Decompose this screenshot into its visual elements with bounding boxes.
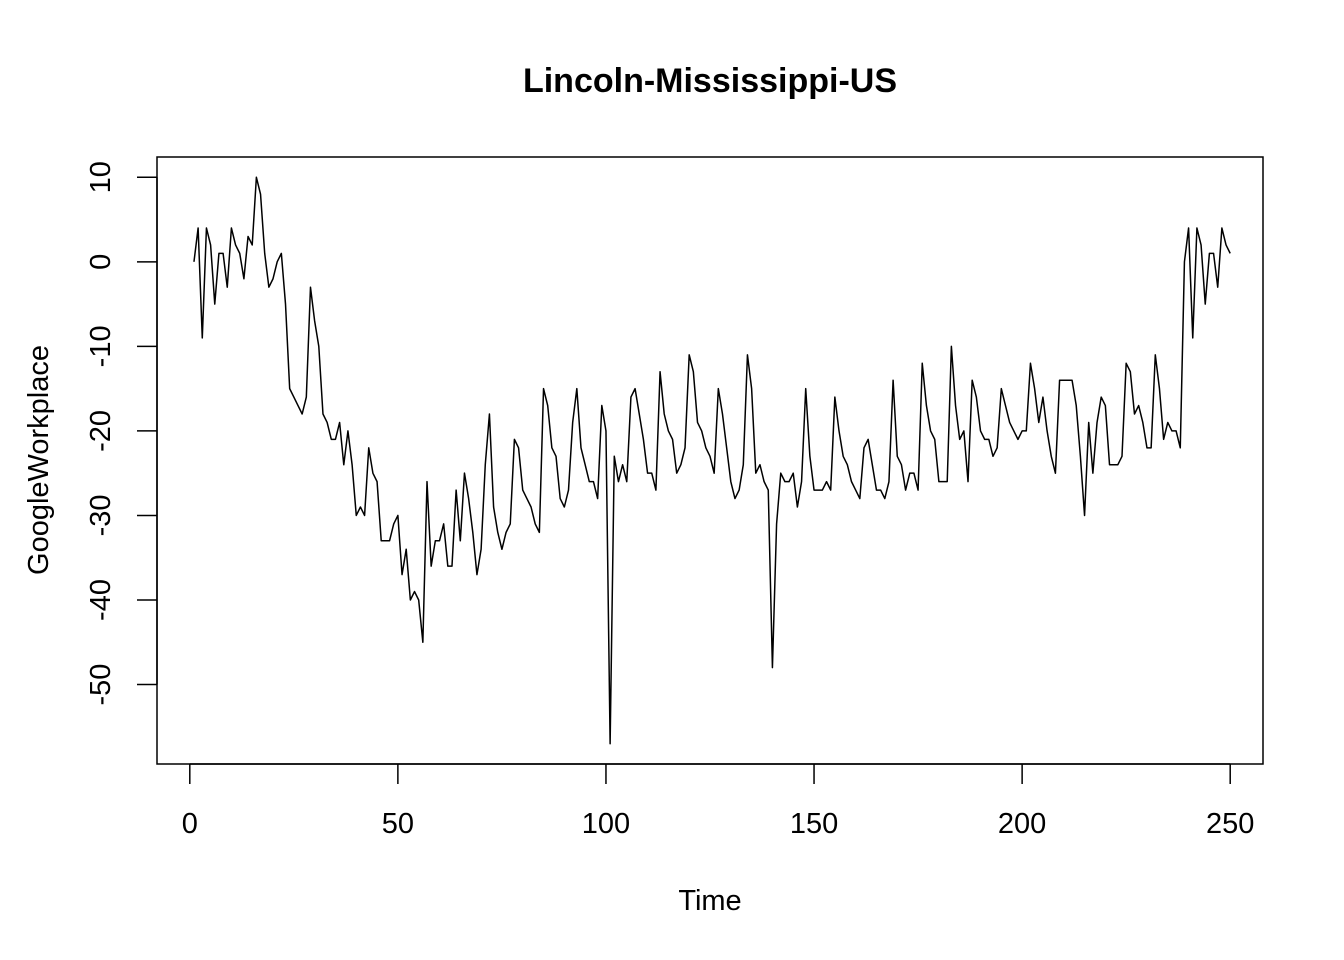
x-tick-label: 50 — [382, 808, 414, 840]
x-axis-label: Time — [678, 885, 741, 917]
y-axis-label: GoogleWorkplace — [23, 345, 55, 575]
y-tick-label: 0 — [85, 254, 117, 270]
y-tick-label: -40 — [85, 579, 117, 621]
y-axis: -50 -40 -30 -20 -10 0 10 — [85, 161, 158, 706]
y-tick-label: 10 — [85, 161, 117, 193]
chart-title: Lincoln-Mississippi-US — [523, 62, 897, 100]
x-tick-label: 100 — [582, 808, 630, 840]
y-tick-label: -30 — [85, 494, 117, 536]
series-line — [193, 176, 1231, 745]
plot-frame — [156, 156, 1264, 765]
x-tick-label: 250 — [1206, 808, 1254, 840]
x-tick-label: 0 — [182, 808, 198, 840]
x-tick-label: 150 — [790, 808, 838, 840]
x-tick-label: 200 — [998, 808, 1046, 840]
x-axis: 0 50 100 150 200 250 — [182, 763, 1254, 840]
y-tick-label: -20 — [85, 410, 117, 452]
y-tick-label: -50 — [85, 664, 117, 706]
y-tick-label: -10 — [85, 325, 117, 367]
